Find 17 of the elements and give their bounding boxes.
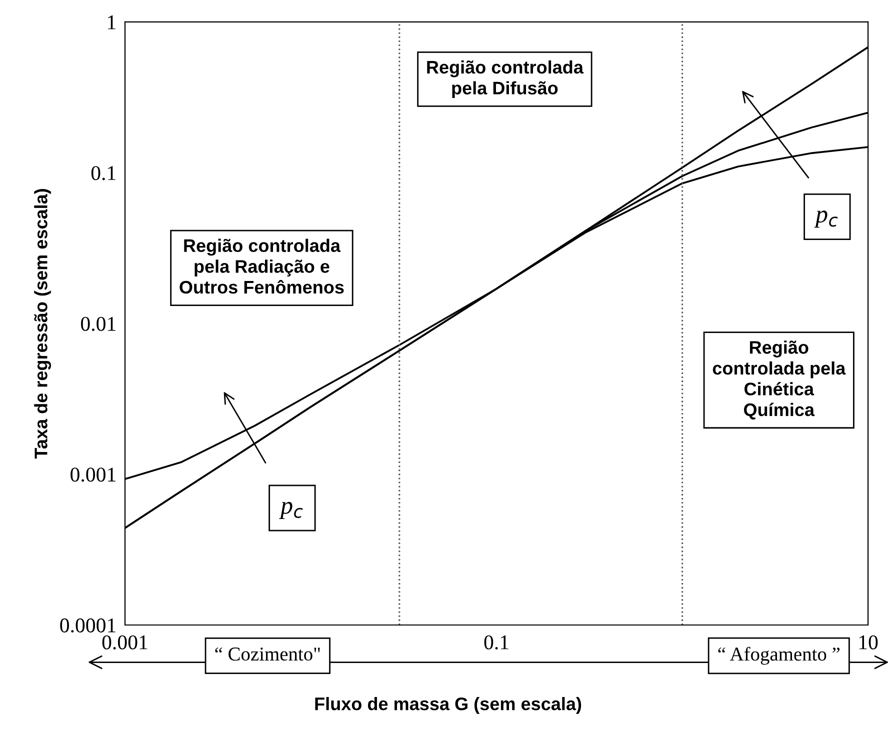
annotation: p$_{c}$ (814, 210, 838, 228)
text: “ Cozimento" (215, 647, 320, 661)
y-tick-label: 0.0001 (60, 618, 116, 633)
x-tick-label: 10 (859, 635, 878, 650)
x-tick-label: 0.1 (484, 635, 508, 650)
x-axis-title: Fluxo de massa G (sem escala) (315, 697, 582, 714)
y-tick-label: 1 (108, 15, 116, 30)
y-axis-title: Taxa de regressão (sem escala) (34, 189, 52, 459)
annotation: p$_{c}$ (279, 502, 303, 519)
y-tick-label: 0.001 (70, 468, 116, 482)
annotation: Região controlada pela Cinética Química (712, 340, 846, 420)
y-tick-label: 0.1 (91, 166, 116, 180)
x-tick-label: 0.001 (102, 635, 148, 650)
text: “ Afogamento ” (718, 646, 840, 665)
y-tick-label: 0.01 (80, 316, 116, 331)
annotation: Região controlada pela Difusão (427, 60, 584, 98)
annotation: Região controlada pela Radiação e Outros Fenômenos (180, 238, 344, 294)
